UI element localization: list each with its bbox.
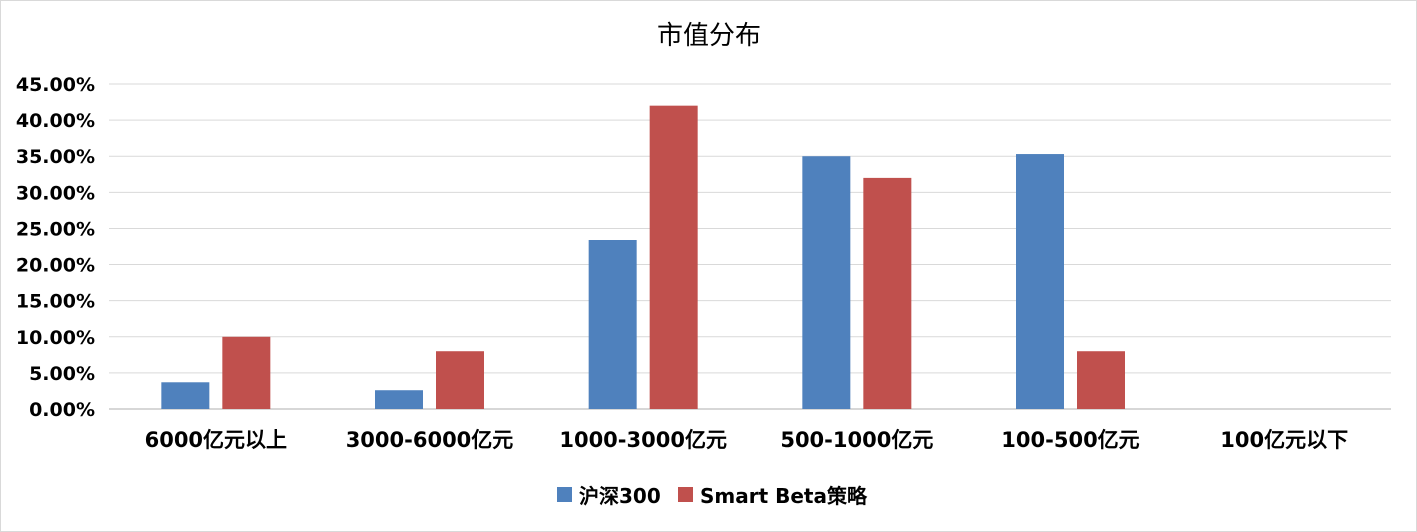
y-tick-label: 15.00% [16,291,95,313]
bar-hs300-3 [802,156,851,409]
bar-hs300-2 [588,240,637,409]
x-axis-ticks: 6000亿元以上 3000-6000亿元 1000-3000亿元 500-1000亿元… [145,428,1348,452]
bars [161,105,1125,410]
legend: 沪深300 Smart Beta策略 [557,484,868,508]
y-tick-label: 0.00% [29,399,95,421]
bar-smart-beta-1 [436,351,484,409]
chart-title: 市值分布 [657,21,761,51]
x-tick-label: 6000亿元以上 [145,428,287,452]
bar-smart-beta-0 [222,336,271,409]
bar-smart-beta-4 [1077,351,1125,409]
y-axis-ticks: 0.00% 5.00% 10.00% 15.00% 20.00% 25.00% 30.00%… [16,74,95,421]
x-tick-label: 1000-3000亿元 [559,428,727,452]
legend-hs300-swatch [557,487,572,502]
x-tick-label: 3000-6000亿元 [346,428,514,452]
legend-smart-beta-swatch [678,487,693,502]
x-tick-label: 500-1000亿元 [780,428,933,452]
x-tick-label: 100-500亿元 [1001,428,1139,452]
y-tick-label: 5.00% [29,363,95,385]
y-tick-label: 10.00% [16,327,95,349]
bar-hs300-0 [161,382,210,409]
y-tick-label: 25.00% [16,218,95,240]
gridlines [109,83,1391,410]
x-tick-label: 100亿元以下 [1220,428,1348,452]
bar-smart-beta-3 [863,177,912,409]
legend-smart-beta-label: Smart Beta策略 [700,484,868,508]
y-tick-label: 35.00% [16,146,95,168]
y-tick-label: 30.00% [16,182,95,204]
bar-smart-beta-2 [649,105,698,410]
legend-hs300-label: 沪深300 [579,484,661,508]
bar-hs300-4 [1016,154,1064,409]
y-tick-label: 20.00% [16,255,95,277]
y-tick-label: 40.00% [16,110,95,132]
bar-hs300-1 [375,390,423,409]
y-tick-label: 45.00% [16,74,95,96]
